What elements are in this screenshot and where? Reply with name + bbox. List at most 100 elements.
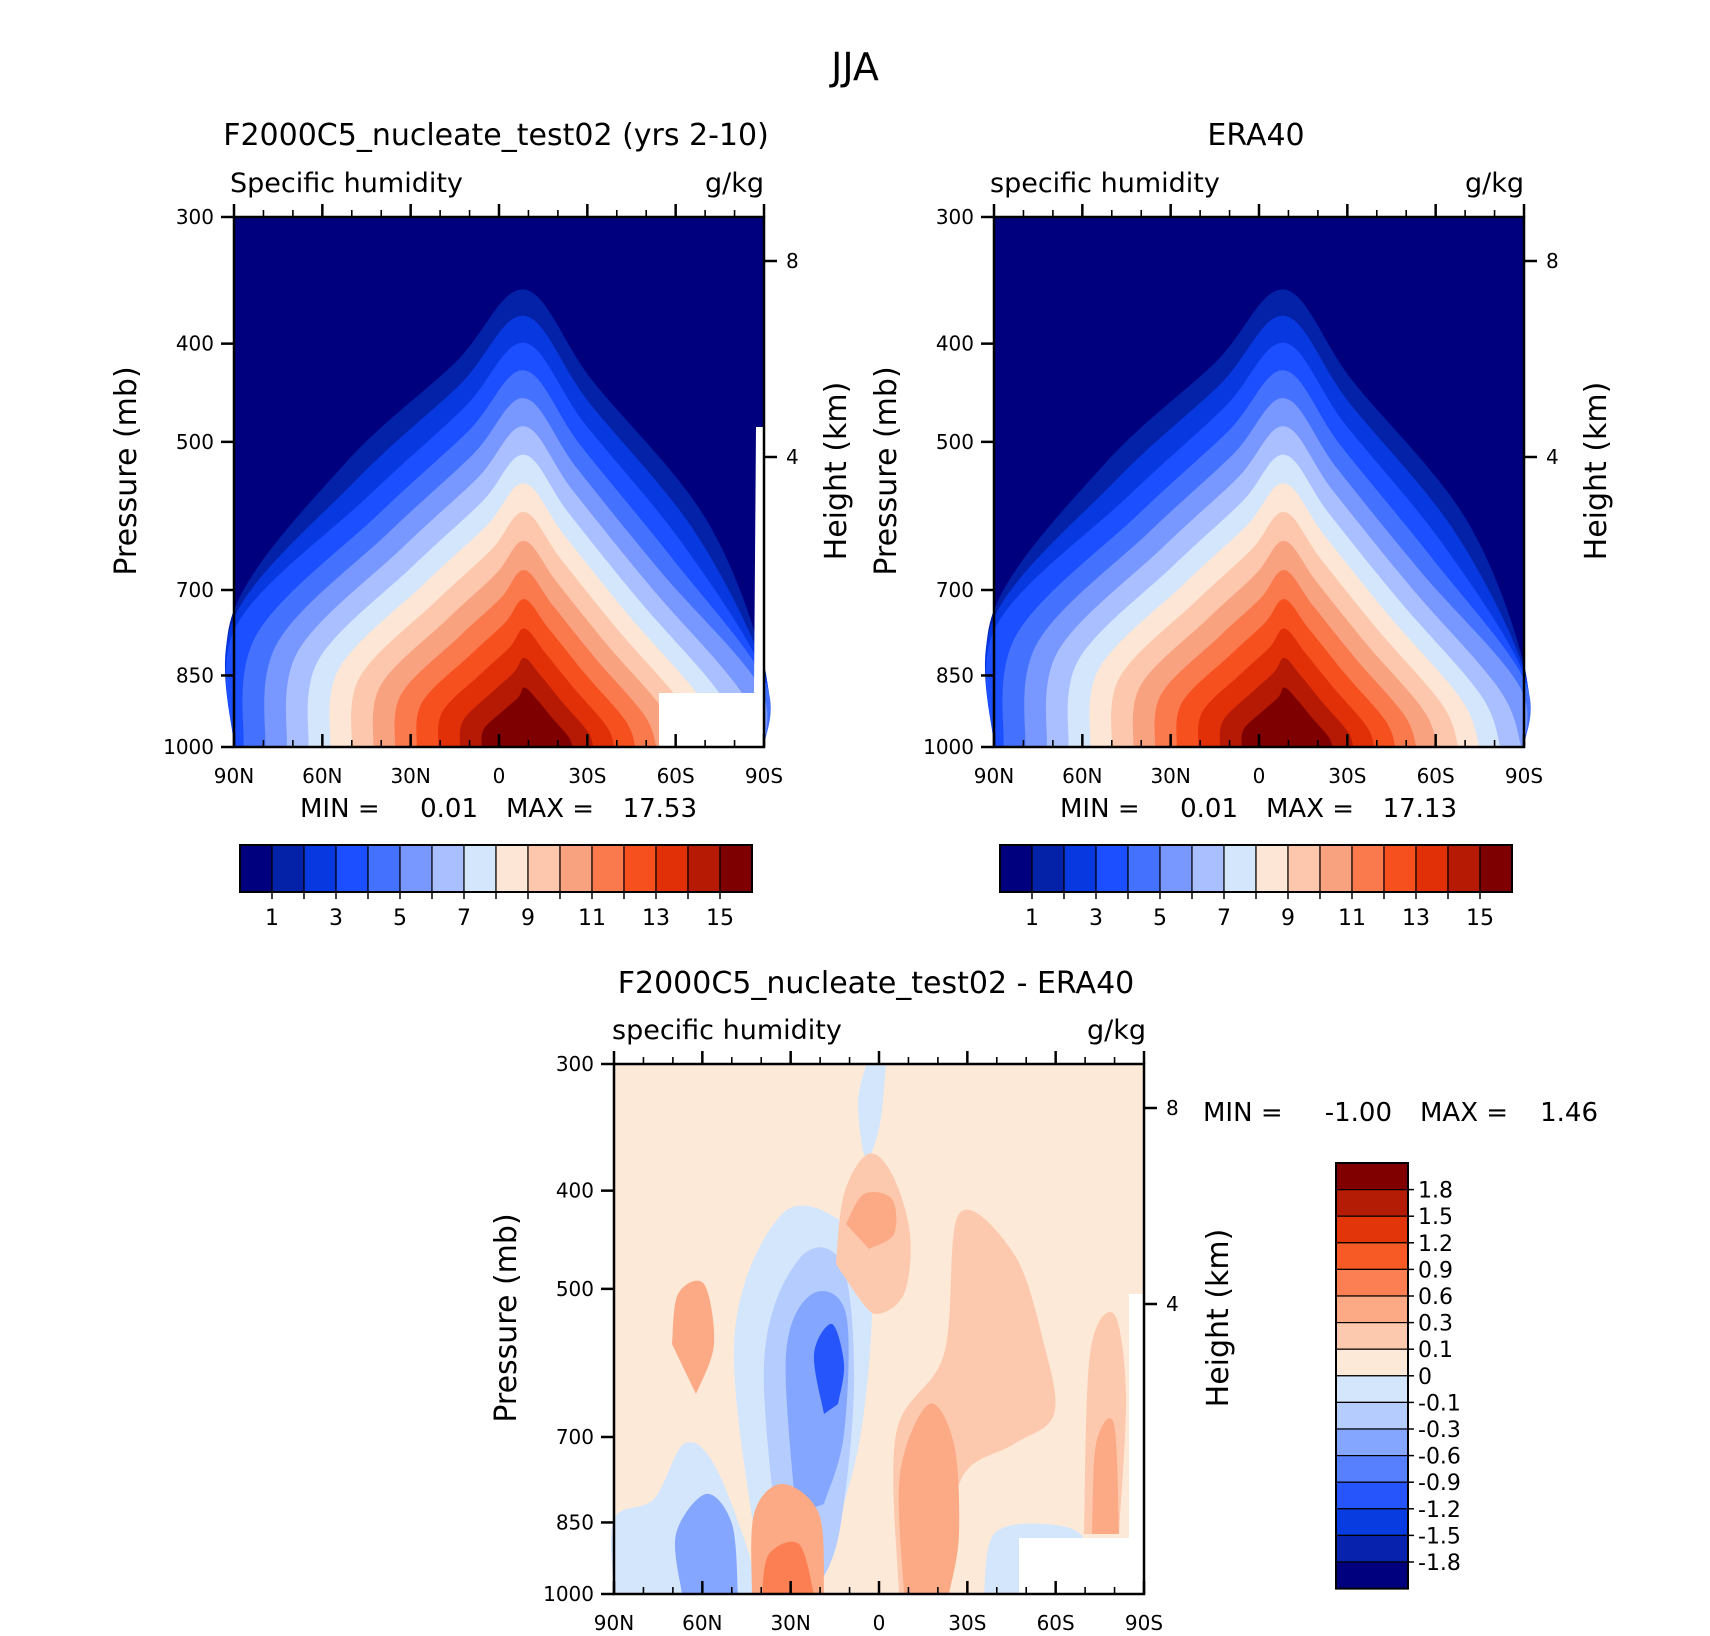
colorbar-swatch xyxy=(1127,844,1161,893)
colorbar-label: 9 xyxy=(1281,906,1295,931)
x-tick-label: 0 xyxy=(1253,764,1266,788)
colorbar-swatch xyxy=(399,844,433,893)
positive-anomaly-region xyxy=(898,1403,960,1594)
panel-model-colorbar: 1 3 5 7 9 11 13 15 xyxy=(239,844,753,931)
y-tick-label: 700 xyxy=(556,1425,594,1449)
y-tick-label: 850 xyxy=(556,1510,594,1534)
colorbar-label: 0.3 xyxy=(1418,1312,1453,1337)
colorbar-swatch xyxy=(1479,844,1513,893)
colorbar-swatch xyxy=(1223,844,1257,893)
colorbar-swatch xyxy=(495,844,529,893)
y-tick-label: 400 xyxy=(936,332,974,356)
colorbar-swatch xyxy=(1335,1428,1409,1457)
colorbar-swatch xyxy=(1335,1215,1409,1244)
panel-diff-left-label: specific humidity xyxy=(612,1015,842,1046)
colorbar-swatch xyxy=(1335,1188,1409,1217)
y-tick-label: 850 xyxy=(936,663,974,687)
colorbar-label: -0.6 xyxy=(1418,1445,1461,1470)
panel-obs-left-label: specific humidity xyxy=(990,168,1220,199)
panel-obs-min-label: MIN = xyxy=(1060,794,1140,824)
colorbar-swatch xyxy=(1159,844,1193,893)
missing-data-region xyxy=(659,427,764,747)
colorbar-label: 7 xyxy=(1217,906,1231,931)
panel-obs-max-label: MAX = xyxy=(1266,794,1354,824)
y-tick-label: 300 xyxy=(556,1052,594,1076)
y-tick-label: 1000 xyxy=(163,735,214,759)
panel-obs-field xyxy=(984,217,1531,747)
height-tick-label: 4 xyxy=(1546,445,1559,469)
panel-obs-max-value: 17.13 xyxy=(1383,794,1457,824)
colorbar-swatch xyxy=(591,844,625,893)
x-tick-label: 90N xyxy=(594,1611,634,1635)
negative-anomaly-region xyxy=(813,1323,845,1414)
x-tick-label: 60S xyxy=(1417,764,1455,788)
panel-diff-axes: 90N 60N 30N 0 30S 60S 90S 300 400 500 700 850 1000 8 4 xyxy=(543,1051,1179,1635)
missing-data-region xyxy=(1019,1538,1144,1594)
panel-model-field xyxy=(224,217,771,747)
panel-obs-units: g/kg xyxy=(1465,168,1524,199)
panel-model-ylabel: Pressure (mb) xyxy=(109,366,144,575)
x-tick-label: 90S xyxy=(1505,764,1543,788)
colorbar-swatch xyxy=(1031,844,1065,893)
x-tick-label: 30S xyxy=(1328,764,1366,788)
colorbar-swatch xyxy=(335,844,369,893)
colorbar-label: 5 xyxy=(393,906,407,931)
panel-obs-min-value: 0.01 xyxy=(1180,794,1238,824)
positive-anomaly-region xyxy=(672,1280,715,1394)
x-tick-label: 30S xyxy=(568,764,606,788)
colorbar-label: -0.9 xyxy=(1418,1471,1461,1496)
colorbar-label: 11 xyxy=(1338,906,1366,931)
panel-model-min-label: MIN = xyxy=(300,794,380,824)
colorbar-swatch xyxy=(1335,1268,1409,1297)
colorbar-swatch xyxy=(1255,844,1289,893)
panel-model-max-label: MAX = xyxy=(506,794,594,824)
colorbar-swatch xyxy=(1319,844,1353,893)
colorbar-swatch xyxy=(367,844,401,893)
panel-model-min-value: 0.01 xyxy=(420,794,478,824)
colorbar-label: 13 xyxy=(642,906,670,931)
panel-obs-title: ERA40 xyxy=(1207,118,1304,153)
positive-anomaly-region xyxy=(1092,1418,1119,1534)
colorbar-label: -0.1 xyxy=(1418,1391,1461,1416)
x-tick-label: 0 xyxy=(493,764,506,788)
negative-anomaly-region xyxy=(674,1493,738,1594)
panel-diff-max-label: MAX = xyxy=(1420,1098,1508,1128)
colorbar-label: 15 xyxy=(706,906,734,931)
panel-model-units: g/kg xyxy=(705,168,764,199)
colorbar-swatch xyxy=(1335,1162,1409,1191)
x-tick-label: 90N xyxy=(974,764,1014,788)
colorbar-label: 15 xyxy=(1466,906,1494,931)
colorbar-swatch xyxy=(1415,844,1449,893)
colorbar-label: 13 xyxy=(1402,906,1430,931)
x-tick-label: 60S xyxy=(657,764,695,788)
colorbar-swatch xyxy=(655,844,689,893)
colorbar-label: 0.9 xyxy=(1418,1258,1453,1283)
colorbar-swatch xyxy=(431,844,465,893)
x-tick-label: 30N xyxy=(1150,764,1190,788)
x-tick-label: 90S xyxy=(1125,1611,1163,1635)
height-tick-label: 8 xyxy=(1546,249,1559,273)
colorbar-swatch xyxy=(719,844,753,893)
panel-diff-min-label: MIN = xyxy=(1203,1098,1283,1128)
panel-model-title: F2000C5_nucleate_test02 (yrs 2-10) xyxy=(223,118,769,153)
height-tick-label: 8 xyxy=(1166,1096,1179,1120)
x-tick-label: 30S xyxy=(948,1611,986,1635)
x-tick-label: 60N xyxy=(1062,764,1102,788)
y-tick-label: 850 xyxy=(176,663,214,687)
panel-model: F2000C5_nucleate_test02 (yrs 2-10) Speci… xyxy=(109,118,854,931)
panel-diff-field xyxy=(611,1064,1144,1594)
colorbar-label: 9 xyxy=(521,906,535,931)
colorbar-swatch xyxy=(1383,844,1417,893)
colorbar-swatch xyxy=(1335,1295,1409,1324)
colorbar-swatch xyxy=(687,844,721,893)
colorbar-label: 1.2 xyxy=(1418,1232,1453,1257)
figure-title: JJA xyxy=(829,45,879,89)
colorbar-swatch xyxy=(1335,1242,1409,1271)
y-tick-label: 1000 xyxy=(923,735,974,759)
colorbar-label: 5 xyxy=(1153,906,1167,931)
y-tick-label: 500 xyxy=(936,430,974,454)
colorbar-swatch xyxy=(1335,1481,1409,1510)
panel-obs-ylabel-right: Height (km) xyxy=(1579,382,1614,561)
panel-obs-ylabel: Pressure (mb) xyxy=(869,366,904,575)
colorbar-swatch xyxy=(1335,1561,1409,1590)
